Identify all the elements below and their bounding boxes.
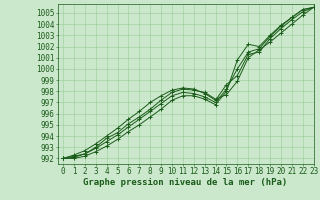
X-axis label: Graphe pression niveau de la mer (hPa): Graphe pression niveau de la mer (hPa) [84,178,288,187]
